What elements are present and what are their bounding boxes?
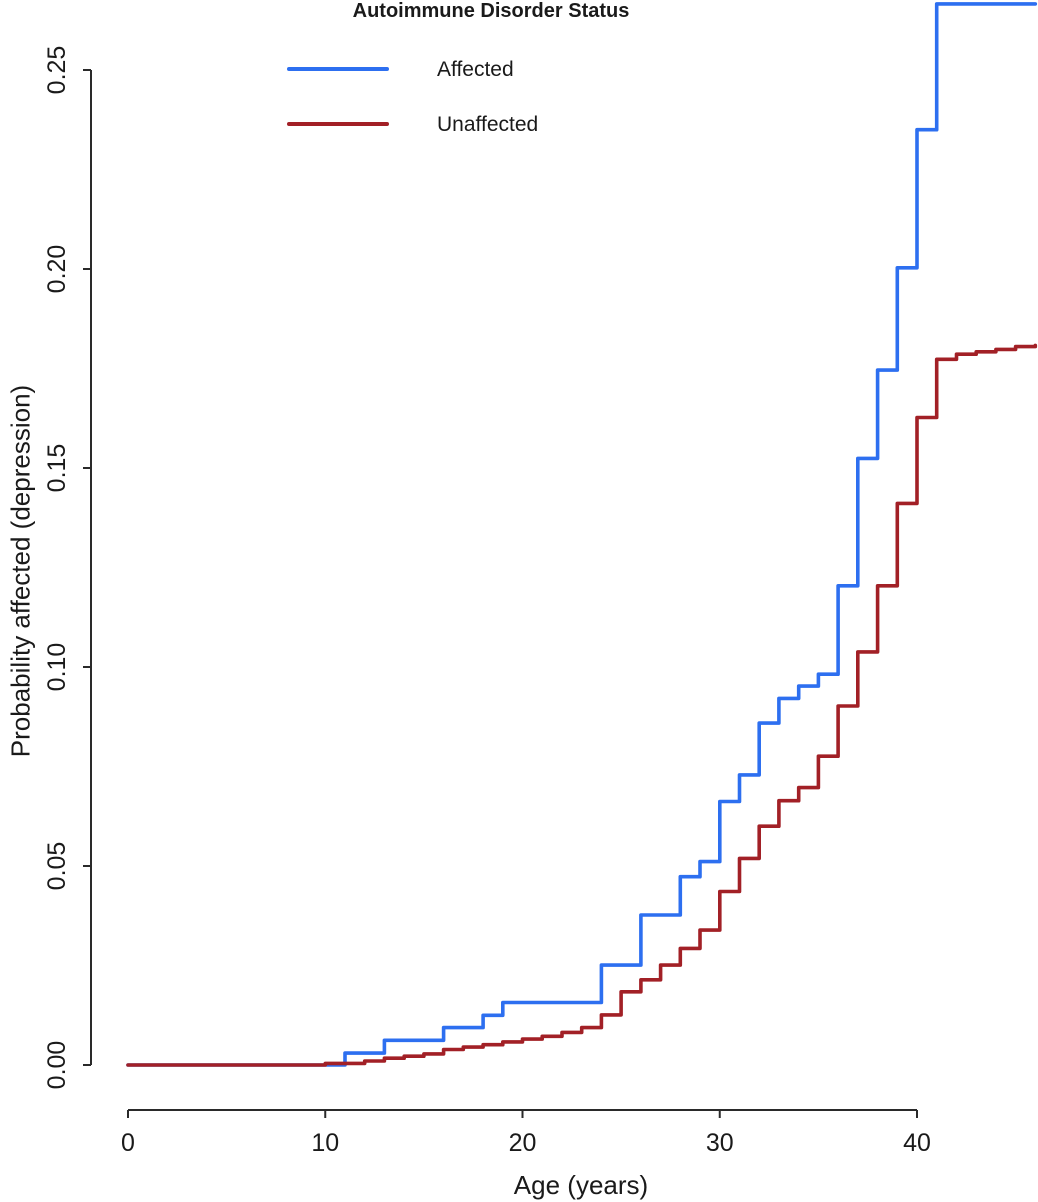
y-tick-label: 0.25 xyxy=(43,46,71,95)
x-tick-label: 10 xyxy=(311,1129,339,1157)
y-tick-label: 0.10 xyxy=(43,643,71,692)
legend-label-unaffected: Unaffected xyxy=(437,113,539,136)
affected-curve xyxy=(126,2,1038,1067)
y-tick-label: 0.15 xyxy=(43,444,71,493)
y-tick-label: 0.00 xyxy=(43,1041,71,1090)
x-tick-label: 30 xyxy=(706,1129,734,1157)
legend-label-affected: Affected xyxy=(437,58,514,81)
legend-title: Autoimmune Disorder Status xyxy=(352,0,630,22)
y-tick-label: 0.20 xyxy=(43,245,71,294)
y-tick-label: 0.05 xyxy=(43,842,71,891)
x-tick-label: 20 xyxy=(509,1129,537,1157)
x-tick-label: 0 xyxy=(121,1129,135,1157)
x-tick-label: 40 xyxy=(903,1129,931,1157)
legend-line-unaffected xyxy=(287,122,389,126)
legend-line-affected xyxy=(287,67,389,71)
y-axis-title: Probability affected (depression) xyxy=(5,384,36,758)
x-axis-title: Age (years) xyxy=(513,1170,649,1200)
unaffected-curve xyxy=(126,343,1038,1067)
